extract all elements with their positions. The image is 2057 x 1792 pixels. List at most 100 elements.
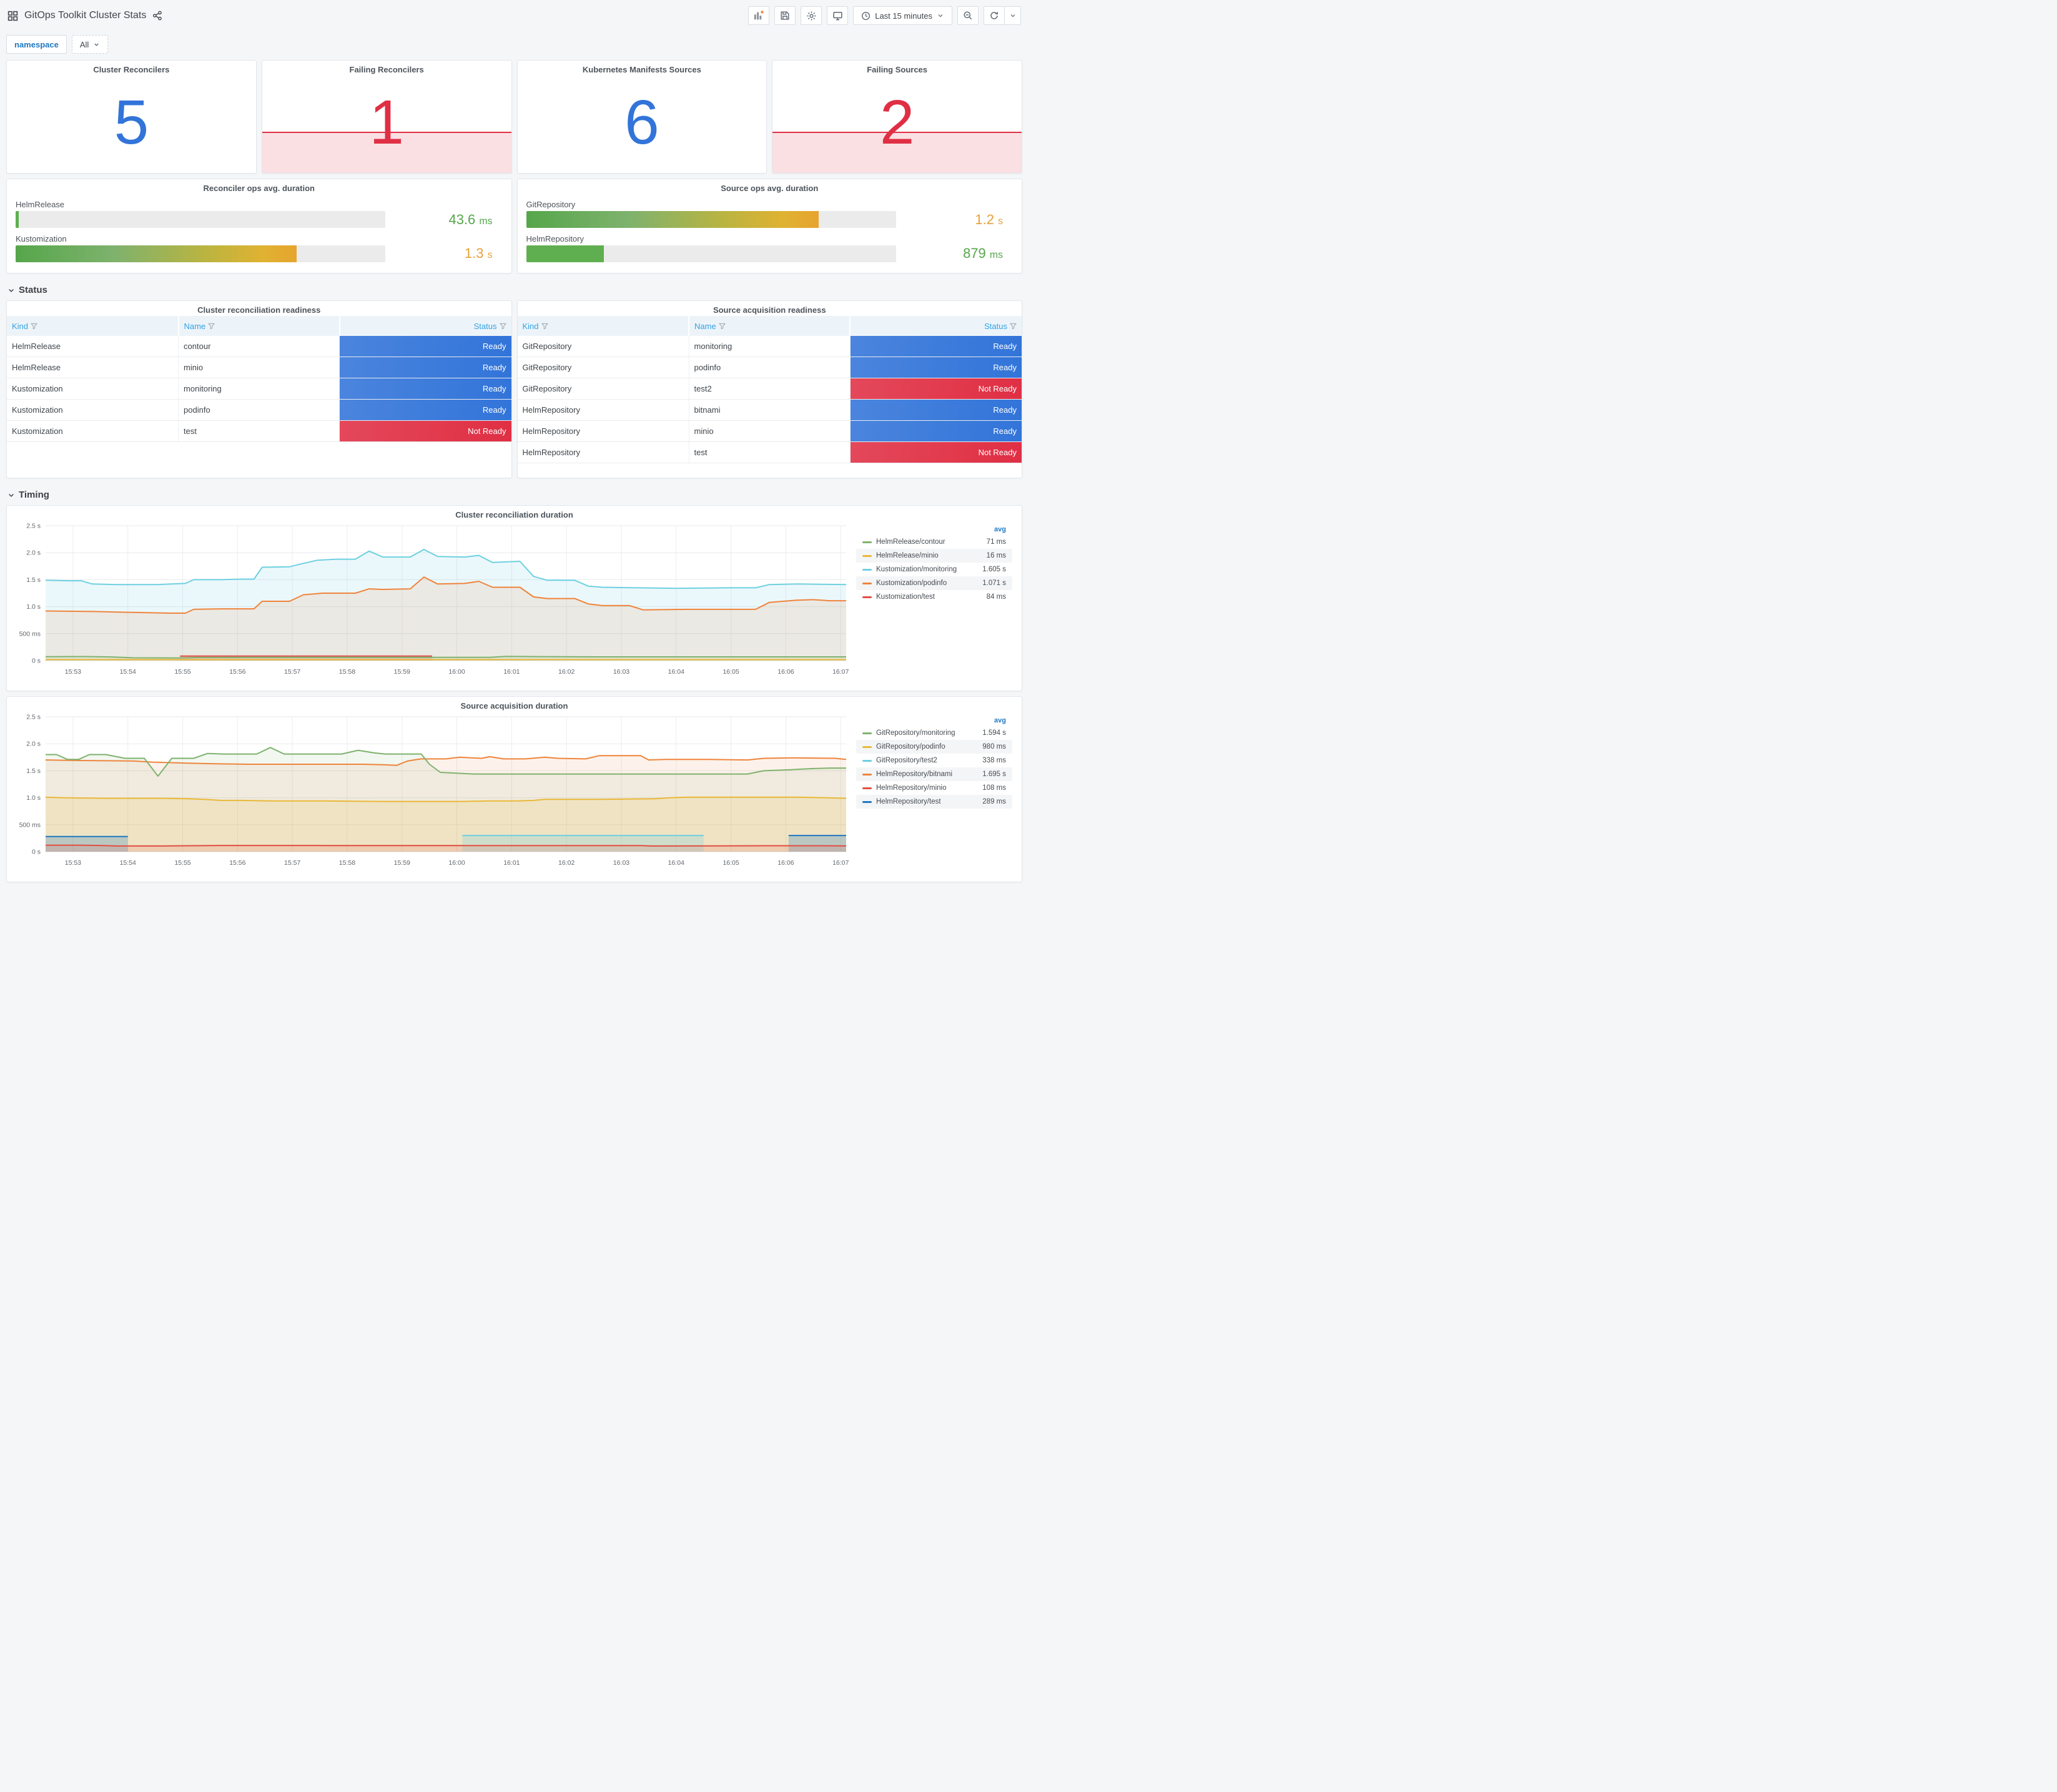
refresh-interval-dropdown[interactable] [1005, 6, 1021, 25]
legend-row: HelmRepository/minio 108 ms [856, 781, 1012, 795]
series-line [45, 549, 847, 589]
save-dashboard-button[interactable] [774, 6, 796, 25]
gauge-value: 1.2 s [975, 211, 1003, 227]
column-header-name[interactable]: Name [689, 316, 851, 336]
x-axis-label: 16:07 [832, 668, 849, 676]
legend-series-name[interactable]: GitRepository/monitoring [876, 729, 955, 737]
name-cell: test2 [689, 378, 851, 400]
legend-avg-value: 71 ms [986, 538, 1006, 546]
legend-series-name[interactable]: Kustomization/monitoring [876, 566, 957, 573]
column-header-status[interactable]: Status [339, 316, 511, 336]
x-axis-label: 16:04 [668, 859, 684, 867]
panel-title[interactable]: Cluster reconciliation readiness [197, 305, 321, 315]
panel-title[interactable]: Failing Sources [867, 65, 928, 74]
dashboard-settings-button[interactable] [801, 6, 822, 25]
panel-title[interactable]: Cluster reconciliation duration [455, 510, 573, 519]
series-area [462, 835, 704, 852]
dashboard-title[interactable]: GitOps Toolkit Cluster Stats [24, 10, 147, 21]
filter-funnel-icon[interactable] [1009, 323, 1017, 330]
column-header-name[interactable]: Name [178, 316, 340, 336]
table-row: Kustomization monitoring Ready [7, 378, 511, 400]
chevron-down-icon [94, 43, 99, 46]
x-axis-label: 15:57 [284, 668, 300, 676]
x-axis-label: 15:56 [229, 668, 245, 676]
panel-title[interactable]: Source acquisition readiness [713, 305, 826, 315]
gauge-row: HelmRepository 879 ms [526, 234, 1014, 262]
readiness-table: Kind Name Status HelmRelease contour Ready Hel… [7, 316, 511, 442]
y-axis-label: 1.5 s [26, 767, 41, 775]
gauge-value: 1.3 s [464, 245, 493, 262]
column-header-kind[interactable]: Kind [517, 316, 690, 336]
legend-series-name[interactable]: Kustomization/podinfo [876, 579, 947, 587]
section-status[interactable]: Status [0, 278, 1028, 300]
zoom-out-button[interactable] [957, 6, 979, 25]
series-area [46, 797, 846, 852]
status-badge: Ready [850, 357, 1022, 378]
y-axis-label: 500 ms [19, 821, 41, 829]
legend-series-color-swatch [862, 582, 872, 584]
filter-funnel-icon[interactable] [718, 323, 726, 330]
status-badge: Not Ready [850, 378, 1022, 399]
filter-funnel-icon[interactable] [31, 323, 38, 330]
filter-funnel-icon[interactable] [499, 323, 506, 330]
x-axis-label: 15:57 [284, 859, 300, 867]
legend-series-name[interactable]: HelmRelease/minio [876, 552, 939, 559]
panel-title[interactable]: Source acquisition duration [460, 701, 568, 711]
gauge-bar [16, 245, 297, 262]
column-header-status[interactable]: Status [850, 316, 1022, 336]
kind-cell: Kustomization [7, 420, 179, 442]
kind-cell: Kustomization [7, 399, 179, 421]
add-panel-button[interactable] [748, 6, 770, 25]
panel-title[interactable]: Failing Reconcilers [349, 65, 424, 74]
stat-panels-row: Cluster Reconcilers 5 Failing Reconcilers 1… [0, 60, 1028, 174]
legend-row: HelmRelease/minio 16 ms [856, 549, 1012, 563]
x-axis-label: 15:55 [174, 859, 190, 867]
legend-series-name[interactable]: GitRepository/test2 [876, 757, 937, 764]
series-line [45, 755, 847, 766]
name-cell: minio [689, 420, 851, 442]
column-header-kind[interactable]: Kind [7, 316, 179, 336]
legend-series-name[interactable]: Kustomization/test [876, 593, 935, 601]
variable-label-namespace[interactable]: namespace [6, 35, 67, 54]
legend-avg-value: 1.605 s [982, 566, 1006, 573]
time-range-picker[interactable]: Last 15 minutes [853, 6, 952, 25]
legend-series-name[interactable]: HelmRepository/test [876, 798, 941, 805]
legend-series-name[interactable]: HelmRepository/minio [876, 784, 947, 792]
chart-plot-area[interactable]: 15:53 15:54 15:55 15:56 15:57 15:58 15:59 16:00… [7, 712, 856, 870]
panel-title[interactable]: Reconciler ops avg. duration [203, 184, 315, 193]
legend-series-color-swatch [862, 596, 872, 598]
refresh-button[interactable] [984, 6, 1005, 25]
legend-avg-value: 980 ms [982, 743, 1006, 751]
table-row: GitRepository podinfo Ready [517, 357, 1022, 378]
gauge-row: HelmRelease 43.6 ms [16, 200, 503, 229]
legend-series-name[interactable]: GitRepository/podinfo [876, 743, 945, 751]
gauge-track [16, 211, 386, 229]
legend-series-name[interactable]: HelmRelease/contour [876, 538, 945, 546]
stat-panel: Failing Sources 2 [772, 60, 1022, 174]
legend-avg-header[interactable]: avg [994, 526, 1006, 533]
legend-avg-header[interactable]: avg [994, 717, 1006, 724]
gauge-label: HelmRepository [526, 234, 584, 244]
section-timing[interactable]: Timing [0, 483, 1028, 505]
share-icon[interactable] [152, 11, 162, 21]
filter-funnel-icon[interactable] [541, 323, 548, 330]
status-badge: Ready [340, 400, 511, 420]
namespace-dropdown[interactable]: All [71, 35, 109, 54]
stat-value: 2 [879, 87, 915, 157]
x-axis-label: 16:02 [558, 859, 575, 867]
dashboard-grid-icon[interactable] [7, 11, 18, 21]
stat-value: 5 [114, 87, 149, 157]
legend-series-name[interactable]: HelmRepository/bitnami [876, 770, 953, 778]
cycle-view-button[interactable] [827, 6, 849, 25]
panel-title[interactable]: Kubernetes Manifests Sources [582, 65, 701, 74]
series-area [788, 835, 846, 852]
panel-title[interactable]: Source ops avg. duration [721, 184, 819, 193]
filter-funnel-icon[interactable] [208, 323, 215, 330]
x-axis-label: 15:58 [339, 859, 355, 867]
x-axis-label: 15:56 [229, 859, 245, 867]
panel-title[interactable]: Cluster Reconcilers [93, 65, 170, 74]
chart-plot-area[interactable]: 15:53 15:54 15:55 15:56 15:57 15:58 15:59 16:00… [7, 521, 856, 679]
kind-cell: GitRepository [517, 378, 689, 400]
table-row: HelmRepository minio Ready [517, 420, 1022, 442]
legend-series-color-swatch [862, 568, 872, 571]
